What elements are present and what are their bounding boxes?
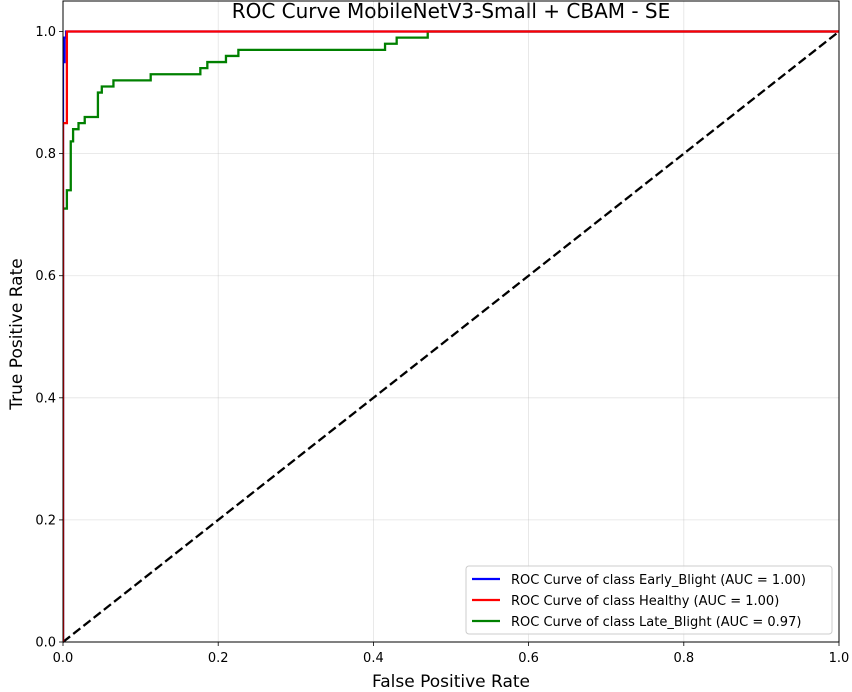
y-tick-label: 0.2	[35, 513, 56, 528]
y-tick-label: 0.0	[35, 636, 56, 651]
y-tick-label: 0.6	[35, 269, 56, 284]
chart-title: ROC Curve MobileNetV3-Small + CBAM - SE	[232, 0, 671, 23]
y-tick-label: 1.0	[35, 25, 56, 40]
chance-diagonal-line	[63, 30, 839, 643]
legend-entry: ROC Curve of class Early_Blight (AUC = 1…	[511, 573, 806, 588]
legend-entry: ROC Curve of class Healthy (AUC = 1.00)	[511, 594, 779, 609]
y-tick-label: 0.4	[35, 391, 56, 406]
x-tick-label: 0.4	[363, 651, 384, 666]
x-tick-label: 0.0	[53, 651, 74, 666]
plot-frame	[62, 0, 840, 643]
x-tick-label: 0.8	[673, 651, 694, 666]
x-tick-label: 0.2	[208, 651, 229, 666]
roc-series-line-1	[63, 30, 839, 642]
grid	[62, 1, 840, 643]
legend: ROC Curve of class Early_Blight (AUC = 1…	[465, 565, 833, 635]
y-axis-label: True Positive Rate	[7, 258, 27, 410]
legend-box	[465, 565, 833, 635]
axis-ticks: 0.0 0.2 0.4 0.6 0.8 1.0 0.0 0.2 0.4 0.6 0.8 1.0	[35, 25, 849, 666]
x-tick-label: 1.0	[829, 651, 850, 666]
series-layer	[63, 30, 839, 643]
legend-entry: ROC Curve of class Late_Blight (AUC = 0.…	[511, 615, 801, 630]
x-axis-label: False Positive Rate	[372, 672, 530, 692]
roc-series-line-2	[63, 30, 839, 642]
x-tick-label: 0.6	[518, 651, 539, 666]
y-tick-label: 0.8	[35, 147, 56, 162]
